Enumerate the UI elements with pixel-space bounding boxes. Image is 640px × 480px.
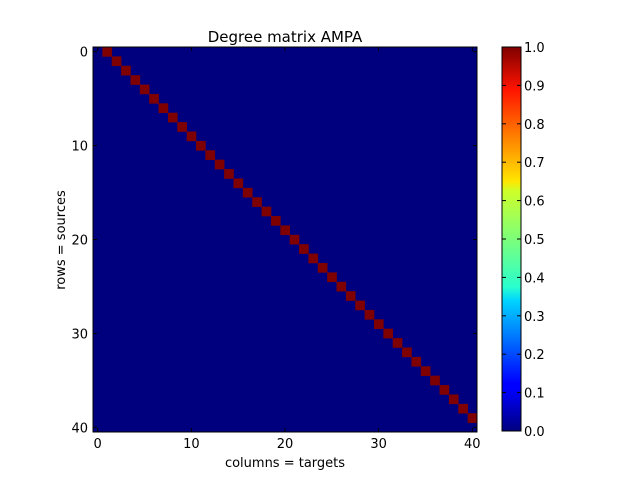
colorbar-tick-label: 0.7 — [524, 156, 545, 171]
colorbar-tick-label: 0.0 — [524, 425, 545, 440]
colorbar-tick-label: 0.5 — [524, 233, 545, 248]
heatmap-cell — [392, 338, 403, 348]
x-tick-label: 40 — [464, 437, 481, 452]
heatmap-cell — [345, 291, 356, 301]
heatmap-cell — [299, 244, 309, 254]
chart-title: Degree matrix AMPA — [208, 28, 363, 46]
heatmap-cell — [373, 319, 384, 330]
heatmap-cell — [121, 65, 131, 76]
heatmap-cell — [196, 140, 206, 151]
heatmap-cell — [205, 150, 216, 160]
heatmap-cell — [139, 84, 150, 95]
heatmap-cell — [289, 234, 300, 245]
x-axis-ticks: 0 10 20 30 40 — [94, 47, 481, 452]
heatmap-cell — [467, 413, 478, 423]
heatmap-cell — [420, 366, 431, 376]
heatmap-cell — [458, 403, 468, 414]
x-axis-label: columns = targets — [225, 456, 345, 471]
x-tick-label: 10 — [183, 437, 200, 452]
heatmap-cell — [111, 56, 122, 67]
heatmap-cell — [102, 47, 113, 57]
y-tick-label: 40 — [71, 421, 88, 436]
heatmap-cell — [402, 347, 412, 358]
colorbar-tick-label: 0.6 — [524, 195, 545, 210]
heatmap-cell — [355, 300, 365, 311]
heatmap-cell — [158, 103, 169, 114]
heatmap-cell — [224, 169, 234, 179]
heatmap-cell — [439, 385, 450, 395]
heatmap-cell — [130, 75, 141, 85]
heatmap-cell — [177, 122, 187, 132]
heatmap-cell — [327, 272, 337, 283]
colorbar-tick-label: 1.0 — [524, 41, 545, 56]
y-tick-label: 20 — [71, 234, 88, 249]
y-tick-label: 30 — [71, 327, 88, 342]
colorbar-ticks: 0.0 0.1 0.2 0.3 0.4 0.5 0.6 0.7 0.8 0.9 1.0 — [502, 41, 545, 440]
heatmap-cell — [383, 328, 394, 339]
heatmap-cell — [411, 356, 422, 367]
heatmap-cell — [280, 225, 290, 236]
heatmap-cell — [430, 375, 440, 386]
heatmap-cell — [167, 112, 178, 123]
heatmap-cell — [308, 253, 319, 264]
heatmap-cell — [214, 159, 225, 170]
colorbar-tick-label: 0.1 — [524, 387, 545, 402]
y-tick-label: 10 — [71, 140, 88, 155]
x-tick-label: 0 — [94, 437, 102, 452]
heatmap-cell — [364, 309, 375, 320]
x-tick-label: 20 — [277, 437, 294, 452]
heatmap-background — [93, 47, 477, 432]
heatmap-cell — [317, 262, 328, 273]
x-tick-label: 30 — [370, 437, 387, 452]
colorbar-tick-label: 0.8 — [524, 118, 545, 133]
heatmap-cell — [336, 281, 347, 292]
y-axis-label: rows = sources — [54, 190, 69, 290]
colorbar-tick-label: 0.2 — [524, 348, 545, 363]
colorbar-tick-label: 0.3 — [524, 310, 545, 325]
y-tick-label: 0 — [80, 46, 88, 61]
heatmap-cell — [252, 197, 262, 207]
heatmap-cell — [261, 206, 272, 217]
colorbar-tick-label: 0.9 — [524, 79, 545, 94]
y-axis-ticks: 0 10 20 30 40 — [71, 46, 477, 436]
colorbar-tick-label: 0.4 — [524, 271, 545, 286]
heatmap-cell — [448, 394, 459, 405]
heatmap-cell — [149, 93, 159, 104]
heatmap — [93, 47, 478, 432]
heatmap-cell — [186, 131, 197, 142]
heatmap-cell — [270, 216, 281, 226]
heatmap-cell — [233, 178, 244, 189]
heatmap-cell — [242, 187, 253, 198]
